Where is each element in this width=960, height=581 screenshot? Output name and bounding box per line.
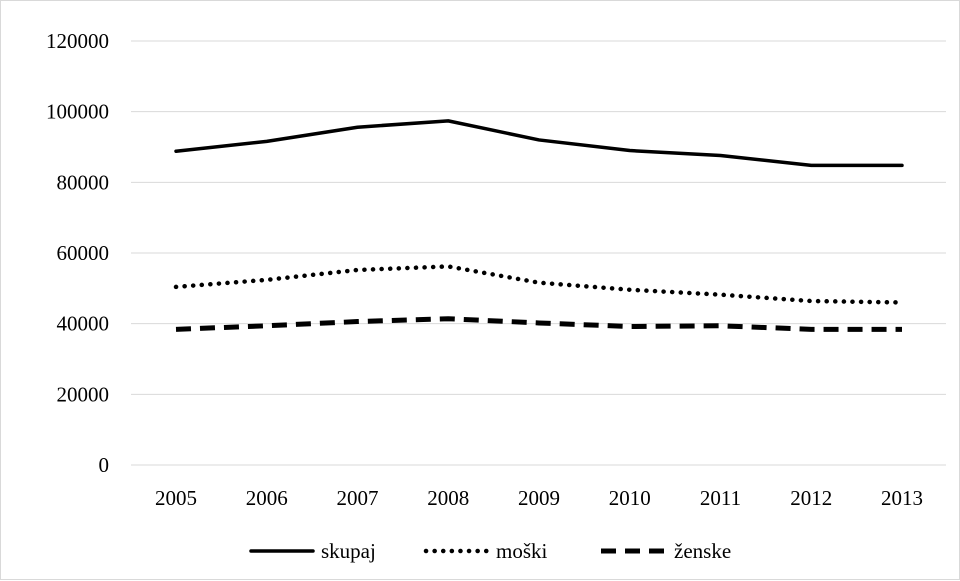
legend-label-skupaj: skupaj xyxy=(321,539,376,563)
x-tick-label-2006: 2006 xyxy=(246,486,288,510)
y-tick-label-0: 0 xyxy=(99,453,110,477)
y-tick-label-20000: 20000 xyxy=(57,382,110,406)
y-axis-ticks: 0 20000 40000 60000 80000 100000 120000 xyxy=(46,29,109,477)
legend-label-moški: moški xyxy=(496,539,548,563)
x-tick-label-2007: 2007 xyxy=(337,486,379,510)
series-line-moški xyxy=(176,266,902,302)
legend: skupaj moški ženske xyxy=(251,539,731,563)
series-line-skupaj xyxy=(176,121,902,166)
y-tick-label-100000: 100000 xyxy=(46,100,109,124)
x-tick-label-2013: 2013 xyxy=(881,486,923,510)
x-tick-label-2008: 2008 xyxy=(427,486,469,510)
series-lines xyxy=(176,121,902,329)
x-tick-label-2010: 2010 xyxy=(609,486,651,510)
y-tick-label-120000: 120000 xyxy=(46,29,109,53)
y-tick-label-80000: 80000 xyxy=(57,170,110,194)
x-tick-label-2005: 2005 xyxy=(155,486,197,510)
x-axis-ticks: 2005 2006 2007 2008 2009 2010 2011 2012 2013 xyxy=(155,486,923,510)
x-tick-label-2012: 2012 xyxy=(790,486,832,510)
y-tick-label-40000: 40000 xyxy=(57,312,110,336)
gridlines xyxy=(131,41,946,465)
y-tick-label-60000: 60000 xyxy=(57,241,110,265)
x-tick-label-2011: 2011 xyxy=(700,486,741,510)
legend-label-ženske: ženske xyxy=(674,539,731,563)
x-tick-label-2009: 2009 xyxy=(518,486,560,510)
